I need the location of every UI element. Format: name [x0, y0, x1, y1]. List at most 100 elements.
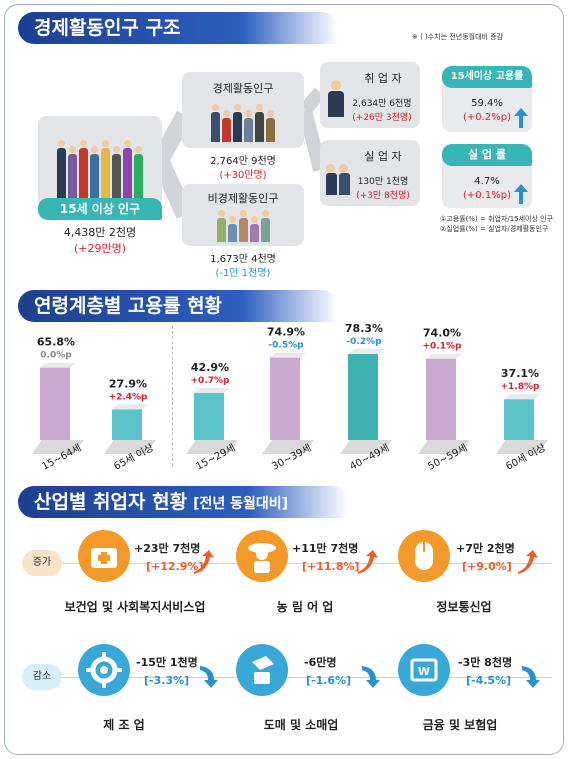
section-title-age: 연령계층별 고용률 현황 [18, 290, 338, 322]
industry-name: 금융 및 보험업 [422, 718, 498, 732]
section-title-structure: 경제활동인구 구조 [18, 12, 338, 44]
industry-name: 도매 및 소매업 [263, 718, 339, 732]
chart-divider [172, 326, 173, 466]
bar-value-label: 37.1% [501, 367, 539, 380]
person-figure [227, 216, 237, 242]
inactive-value: 1,673만 4천명 [210, 254, 276, 265]
industry-pct: [-3.3%] [144, 674, 190, 687]
industry-value: -6만명 [304, 656, 337, 669]
pop15-label: 15세 이상 인구 [38, 198, 162, 220]
bar-change-label: -0.5%p [268, 341, 304, 351]
down-arrow-icon [362, 666, 380, 688]
footnote-emp-rate: ①고용률(%) = 취업자/15세이상 인구 [440, 215, 554, 223]
footnote-unemp-rate: ②실업률(%) = 실업자/경제활동인구 [440, 225, 549, 233]
industry-pct: [+9.0%] [462, 560, 512, 573]
jobseeker-icon [326, 164, 352, 198]
person-figure [123, 140, 132, 198]
bar-change-label: -0.2%p [346, 337, 382, 347]
industry-value: +23만 7천명 [134, 542, 201, 555]
arrow-up-icon [514, 108, 528, 128]
bar-change-label: +0.7%p [191, 376, 231, 386]
arrow-up-icon [514, 184, 528, 204]
person-figure [216, 210, 226, 242]
down-arrow-icon [200, 666, 218, 688]
industry-pct: [-1.6%] [306, 674, 352, 687]
chart-bar [496, 394, 548, 454]
active-change: (+30만명) [219, 170, 267, 181]
unemp-rate-change: (+0.1%p) [463, 190, 511, 201]
up-arrow-icon [518, 550, 538, 574]
currency-icon: W [398, 644, 450, 696]
person-figure [134, 146, 143, 198]
chart-bar [340, 348, 392, 454]
unemployed-box: 실 업 자 130만 1천명 (+3만 8천명) [320, 140, 420, 206]
increase-badge: 증가 [22, 550, 62, 576]
up-arrow-icon [358, 550, 378, 574]
decrease-row-line [62, 677, 552, 678]
person-figure [238, 210, 248, 242]
mouse-icon [398, 530, 450, 582]
bar-value-label: 27.9% [109, 377, 147, 390]
bar-value-label: 65.8% [37, 336, 75, 349]
bar-change-label: +1.8%p [501, 382, 541, 392]
employed-label: 취 업 자 [364, 72, 402, 85]
medical-kit-icon [78, 530, 130, 582]
bar-change-label: 0.0%p [40, 351, 72, 361]
industry-name: 보건업 및 사회복지서비스업 [64, 600, 206, 614]
bar-change-label: +2.4%p [109, 392, 149, 402]
bar-value-label: 42.9% [191, 361, 229, 374]
farmer-icon [236, 530, 288, 582]
unemp-rate-label: 실 업 률 [442, 144, 532, 166]
industry-pct: [+12.9%] [146, 560, 204, 573]
industry-pct: [+11.8%] [302, 560, 360, 573]
person-figure [112, 146, 121, 198]
industry-name: 제 조 업 [103, 718, 145, 732]
industry-value: -15만 1천명 [136, 656, 198, 669]
person-figure [255, 104, 264, 142]
svg-text:W: W [418, 665, 430, 678]
industry-name: 정보통신업 [436, 600, 492, 614]
bar-change-label: +0.1%p [423, 342, 463, 352]
family-icon [202, 206, 284, 242]
inactive-change: (-1만 1천명) [215, 268, 271, 279]
chart-bar [262, 352, 314, 454]
bar-value-label: 78.3% [345, 324, 383, 335]
person-figure [57, 140, 66, 198]
chart-bar [418, 353, 470, 454]
pop15-box [38, 116, 162, 210]
active-value: 2,764만 9천명 [210, 156, 276, 167]
person-figure [222, 110, 231, 142]
up-arrow-icon [194, 550, 214, 574]
employed-change: (+26만 3천명) [352, 113, 412, 123]
person-figure [233, 104, 242, 142]
person-figure [249, 216, 259, 242]
chart-bar [32, 362, 84, 454]
person-figure [266, 110, 275, 142]
pop15-change: (+29만명) [73, 242, 127, 255]
unemp-rate-value: 4.7% [474, 176, 500, 187]
down-arrow-icon [522, 666, 540, 688]
person-figure [211, 104, 220, 142]
person-figure [260, 210, 270, 242]
employed-value: 2,634만 6천명 [352, 99, 412, 109]
shopping-icon [236, 644, 288, 696]
change-note: ※ ( )수치는 전년동월대비 증감 [412, 33, 504, 41]
person-figure [90, 146, 99, 198]
bar-value-label: 74.0% [423, 327, 461, 340]
increase-row-line [62, 563, 552, 564]
industry-name: 농 림 어 업 [276, 600, 334, 614]
office-workers-icon [190, 98, 296, 142]
unemployed-label: 실 업 자 [364, 150, 402, 163]
industry-pct: [-4.5%] [466, 674, 512, 687]
industry-value: +11만 7천명 [292, 542, 359, 555]
decrease-badge: 감소 [22, 664, 62, 690]
pop15-value: 4,438만 2천명 [63, 226, 137, 239]
industry-value: +7만 2천명 [456, 542, 515, 555]
unemployed-value: 130만 1천명 [357, 177, 409, 187]
chart-bar [186, 387, 238, 454]
inactive-label: 비경제활동인구 [207, 192, 279, 205]
chart-bar [104, 404, 156, 454]
section-title-industry: 산업별 취업자 현황 [전년 동월대비] [18, 486, 348, 518]
person-figure [68, 146, 77, 198]
unemployed-change: (+3만 8천명) [356, 191, 410, 201]
